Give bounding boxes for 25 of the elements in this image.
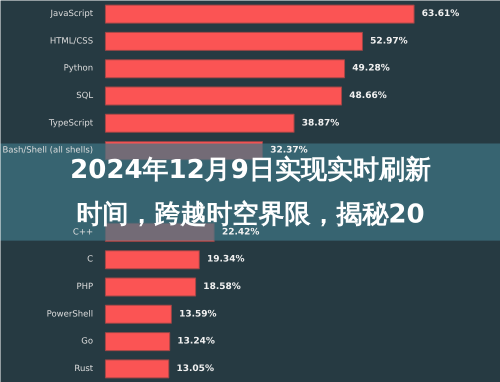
data-label: 13.05% bbox=[176, 364, 214, 374]
data-label: 52.97% bbox=[370, 36, 408, 46]
data-label: 22.42% bbox=[222, 227, 260, 238]
y-tick-label: C bbox=[87, 254, 94, 265]
y-tick-label: TypeScript bbox=[48, 118, 94, 128]
data-label: 49.28% bbox=[352, 64, 390, 74]
y-tick-label: HTML/CSS bbox=[50, 36, 94, 46]
annotation: 2024年12月9日实现实时刷新 bbox=[70, 155, 431, 186]
y-tick-label: PHP bbox=[76, 282, 94, 292]
y-tick-label: PowerShell bbox=[46, 309, 94, 320]
data-label: 13.59% bbox=[179, 309, 217, 320]
y-tick-label: Rust bbox=[74, 364, 94, 374]
y-tick-label: SQL bbox=[76, 91, 94, 101]
y-tick-label: JavaScript bbox=[49, 9, 94, 20]
data-label: 48.66% bbox=[349, 91, 387, 101]
data-label: 19.34% bbox=[206, 254, 244, 265]
y-tick-label: Python bbox=[64, 64, 94, 74]
data-label: 13.24% bbox=[177, 336, 215, 347]
y-tick-label: C++ bbox=[72, 227, 94, 238]
data-label: 38.87% bbox=[302, 118, 340, 128]
y-tick-label: Go bbox=[81, 336, 94, 347]
data-label: 32.37% bbox=[270, 146, 308, 156]
data-label: 63.61% bbox=[422, 9, 460, 20]
data-label: 18.58% bbox=[203, 282, 241, 292]
y-tick-label: Bash/Shell (all shells) bbox=[2, 146, 94, 156]
